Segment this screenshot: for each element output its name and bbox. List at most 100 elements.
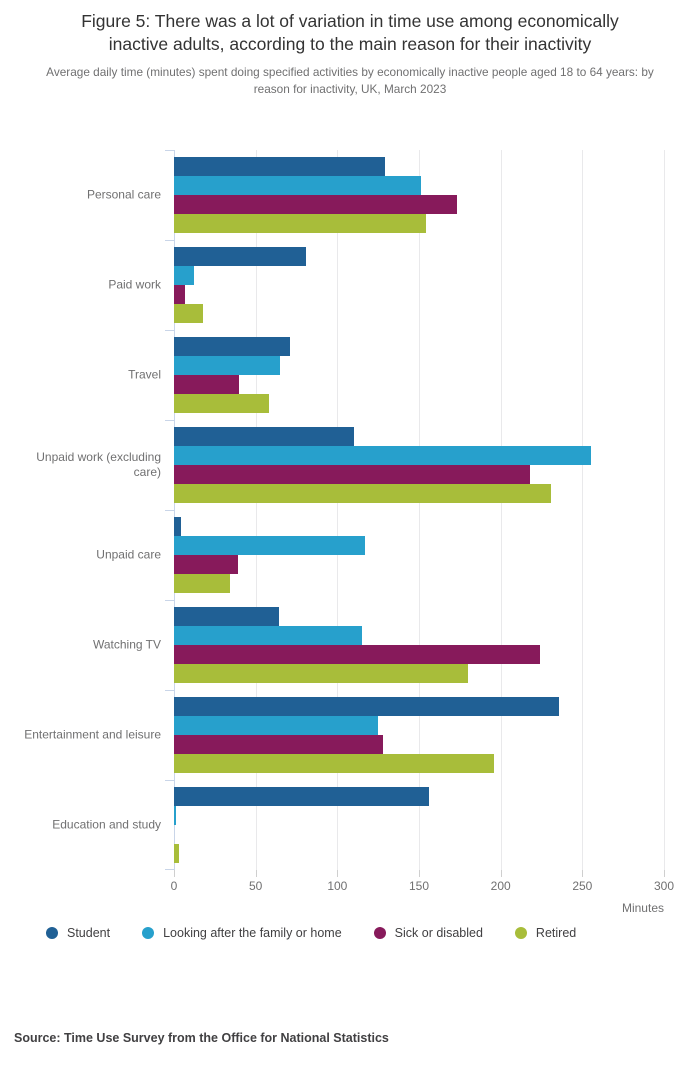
bar-group	[174, 427, 664, 503]
category-row: Unpaid work (excluding care)	[36, 420, 664, 510]
x-axis-unit-label: Minutes	[621, 901, 664, 915]
category-axis-bracket	[165, 240, 174, 241]
category-label: Unpaid care	[96, 547, 161, 562]
x-tick-mark	[337, 870, 339, 877]
bar-group	[174, 247, 664, 323]
category-axis-bracket	[165, 150, 174, 151]
legend-dot-icon	[514, 927, 527, 939]
x-tick-label: 200	[490, 879, 511, 893]
category-label: Entertainment and leisure	[24, 727, 161, 742]
category-row: Entertainment and leisure	[24, 690, 664, 780]
legend-label: Student	[67, 926, 111, 940]
category-row: Travel	[128, 330, 664, 420]
category-label: Paid work	[108, 277, 161, 292]
category-axis-bracket	[165, 510, 174, 511]
source-text: Source: Time Use Survey from the Office …	[14, 1031, 389, 1045]
legend-dot-icon	[142, 927, 155, 939]
bar	[174, 427, 354, 446]
legend-item: Sick or disabled	[373, 926, 483, 940]
bar	[174, 285, 186, 304]
gridline	[419, 150, 420, 870]
bar	[174, 157, 385, 176]
bar	[174, 787, 429, 806]
category-axis-bracket	[165, 330, 174, 331]
bar-group	[174, 607, 664, 683]
x-axis-labels: 0 50 100 150 200 250 300	[170, 879, 674, 895]
category-row: Personal care	[87, 150, 664, 240]
legend-item: Looking after the family or home	[142, 926, 342, 940]
bar	[174, 394, 269, 413]
category-axis-bracket	[165, 780, 174, 781]
bar	[174, 645, 540, 664]
legend-label: Retired	[535, 926, 577, 940]
bar	[174, 356, 281, 375]
x-tick-label: 250	[572, 879, 593, 893]
chart-subtitle: Average daily time (minutes) spent doing…	[46, 65, 654, 97]
bar	[174, 626, 362, 645]
x-tick-mark	[582, 870, 584, 877]
bar	[174, 555, 238, 574]
bar	[174, 465, 531, 484]
bar	[174, 484, 552, 503]
category-row: Watching TV	[93, 600, 664, 690]
bar-group	[174, 787, 664, 863]
legend-dot-icon	[373, 927, 386, 939]
bar	[174, 844, 179, 863]
bar	[174, 176, 421, 195]
x-tick-label: 300	[653, 879, 675, 893]
bar-group	[174, 157, 664, 233]
category-axis-bracket	[165, 690, 174, 691]
plot-area: Personal care Paid work Travel Unpaid work …	[24, 150, 665, 870]
gridline	[500, 150, 502, 870]
category-label: Education and study	[52, 817, 161, 832]
bar-group	[174, 697, 664, 773]
category-axis-bracket	[165, 869, 174, 870]
chart-title: Figure 5: There was a lot of variation i…	[81, 11, 619, 55]
x-tick-label: 0	[170, 879, 178, 893]
category-row: Unpaid care	[96, 510, 664, 600]
bar	[174, 664, 468, 683]
x-tick-mark	[255, 870, 257, 877]
chart-header: Figure 5: There was a lot of variation i…	[0, 0, 700, 98]
bar	[174, 195, 457, 214]
chart-legend: Student Looking after the family or home S…	[46, 926, 690, 940]
bar	[174, 375, 240, 394]
bar	[174, 266, 194, 285]
category-axis-bracket	[165, 600, 174, 601]
x-tick-mark	[664, 870, 665, 877]
bar	[174, 214, 426, 233]
legend-item: Retired	[514, 926, 577, 940]
x-tick-mark	[174, 870, 175, 877]
gridline	[664, 150, 665, 870]
legend-dot-icon	[46, 927, 58, 939]
x-tick-label: 100	[327, 879, 348, 893]
legend-item: Student	[46, 926, 110, 940]
legend-label: Looking after the family or home	[163, 926, 342, 940]
bar	[174, 754, 495, 773]
x-axis-ticks	[174, 870, 665, 877]
bar	[174, 304, 204, 323]
category-axis-bracket	[165, 420, 174, 421]
bar-group	[174, 337, 664, 413]
bar	[174, 716, 379, 735]
category-label: Unpaid work (excluding care)	[36, 450, 161, 479]
category-label: Personal care	[86, 187, 161, 202]
x-tick-mark	[419, 870, 420, 877]
bar-group	[174, 517, 664, 593]
x-tick-mark	[500, 870, 502, 877]
category-label: Watching TV	[92, 637, 161, 652]
bar	[174, 536, 366, 555]
category-row: Paid work	[108, 240, 664, 330]
bar	[174, 607, 279, 626]
bar	[174, 574, 230, 593]
category-axis-line	[174, 150, 175, 870]
x-tick-label: 50	[248, 879, 263, 893]
x-tick-label: 150	[408, 879, 430, 893]
category-row: Education and study	[52, 780, 664, 870]
gridline	[337, 150, 339, 870]
bar	[174, 247, 307, 266]
legend-label: Sick or disabled	[394, 926, 483, 940]
bar	[174, 697, 560, 716]
bar	[174, 517, 181, 536]
bar	[174, 337, 290, 356]
